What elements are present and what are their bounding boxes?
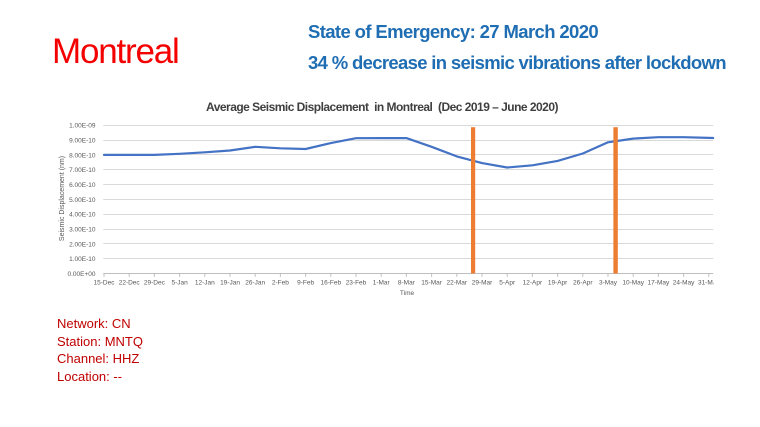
svg-text:0.00E+00: 0.00E+00 xyxy=(67,271,95,278)
svg-text:29-Mar: 29-Mar xyxy=(472,280,493,287)
svg-text:5-Apr: 5-Apr xyxy=(499,280,516,287)
svg-text:17-May: 17-May xyxy=(648,280,670,287)
svg-text:9-Feb: 9-Feb xyxy=(297,280,314,287)
svg-text:6.00E-10: 6.00E-10 xyxy=(69,182,96,189)
svg-text:10-May: 10-May xyxy=(622,280,644,287)
svg-text:5.00E-10: 5.00E-10 xyxy=(69,197,96,204)
svg-text:Seismic Displacement (nm): Seismic Displacement (nm) xyxy=(59,156,66,241)
svg-text:9.00E-10: 9.00E-10 xyxy=(69,138,96,145)
svg-text:19-Apr: 19-Apr xyxy=(548,280,568,287)
svg-text:3-May: 3-May xyxy=(599,280,618,287)
svg-text:2-Feb: 2-Feb xyxy=(272,280,289,287)
svg-text:31-May: 31-May xyxy=(698,280,720,287)
svg-text:15-Mar: 15-Mar xyxy=(421,280,442,287)
svg-text:1.00E-09: 1.00E-09 xyxy=(69,123,96,130)
svg-text:8-Mar: 8-Mar xyxy=(398,280,416,287)
svg-text:Time: Time xyxy=(400,290,415,297)
svg-text:26-Jan: 26-Jan xyxy=(245,280,265,287)
svg-text:24-May: 24-May xyxy=(673,280,695,287)
svg-text:16-Feb: 16-Feb xyxy=(320,280,341,287)
svg-text:26-Apr: 26-Apr xyxy=(573,280,593,287)
svg-text:8.00E-10: 8.00E-10 xyxy=(69,152,96,159)
svg-text:3.00E-10: 3.00E-10 xyxy=(69,227,96,234)
svg-text:2.00E-10: 2.00E-10 xyxy=(69,241,96,248)
svg-text:22-Mar: 22-Mar xyxy=(447,280,468,287)
svg-text:7.00E-10: 7.00E-10 xyxy=(69,167,96,174)
svg-text:4.00E-10: 4.00E-10 xyxy=(69,212,96,219)
svg-text:19-Jan: 19-Jan xyxy=(220,280,240,287)
svg-text:22-Dec: 22-Dec xyxy=(119,280,141,287)
svg-text:29-Dec: 29-Dec xyxy=(144,280,166,287)
svg-text:12-Jan: 12-Jan xyxy=(195,280,215,287)
svg-text:1-Mar: 1-Mar xyxy=(373,280,391,287)
svg-text:15-Dec: 15-Dec xyxy=(94,280,116,287)
svg-text:1.00E-10: 1.00E-10 xyxy=(69,256,96,263)
svg-text:5-Jan: 5-Jan xyxy=(171,280,188,287)
svg-text:23-Feb: 23-Feb xyxy=(346,280,367,287)
svg-text:12-Apr: 12-Apr xyxy=(523,280,543,287)
svg-text:Average Seismic Displacement: Average Seismic Displacement in Montreal… xyxy=(206,100,558,114)
